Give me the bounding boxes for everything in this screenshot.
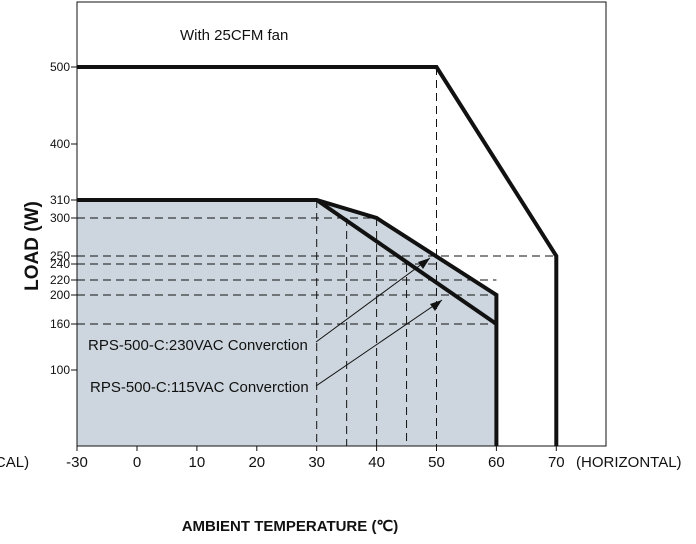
chart-title: With 25CFM fan <box>180 27 288 44</box>
y-tick-label-100: 100 <box>50 363 70 377</box>
x-tick-label-60: 60 <box>488 454 505 471</box>
annotation-115vac-leader <box>315 299 443 387</box>
shaded-region <box>77 200 497 446</box>
annotation-230vac: RPS-500-C:230VAC Converction <box>88 257 431 354</box>
x-tick-label--30: -30 <box>66 454 88 471</box>
y-tick-label-310: 310 <box>50 193 70 207</box>
y-tick-label-240: 240 <box>50 257 70 271</box>
annotation-230vac-arrowhead <box>418 258 430 269</box>
convection-curve-line <box>77 198 499 446</box>
x-tick-label-30: 30 <box>308 454 325 471</box>
plot-frame <box>76 1 607 447</box>
y-tick-label-160: 160 <box>50 317 70 331</box>
y-tick-label-220: 220 <box>50 273 70 287</box>
x-tick-label-0: 0 <box>133 454 141 471</box>
annotation-115vac-label: RPS-500-C:115VAC Converction <box>90 379 309 396</box>
x-axis-ticks: -30 0 10 20 30 40 50 60 70 <box>66 446 565 471</box>
y-axis-label: LOAD (W) <box>22 201 43 291</box>
y-tick-label-200: 200 <box>50 288 70 302</box>
annotation-230vac-leader <box>315 257 431 343</box>
convection-115vac-line <box>315 198 498 326</box>
x-tick-label-50: 50 <box>428 454 445 471</box>
x-label-left: (VERTICAL) <box>0 454 29 471</box>
y-tick-label-300: 300 <box>50 211 70 225</box>
y-tick-label-500: 500 <box>50 60 70 74</box>
y-tick-label-250: 250 <box>50 249 70 263</box>
x-label-right: (HORIZONTAL) <box>576 454 682 471</box>
annotation-115vac-arrowhead <box>430 300 442 311</box>
x-axis-label: AMBIENT TEMPERATURE (℃) <box>182 518 399 535</box>
fan-curve-line <box>77 65 559 446</box>
x-tick-label-10: 10 <box>189 454 206 471</box>
annotation-115vac: RPS-500-C:115VAC Converction <box>90 299 443 396</box>
y-tick-label-400: 400 <box>50 137 70 151</box>
x-tick-label-70: 70 <box>548 454 565 471</box>
series-lines <box>77 65 559 446</box>
x-tick-label-20: 20 <box>248 454 265 471</box>
annotation-230vac-label: RPS-500-C:230VAC Converction <box>88 337 308 354</box>
x-tick-label-40: 40 <box>368 454 385 471</box>
